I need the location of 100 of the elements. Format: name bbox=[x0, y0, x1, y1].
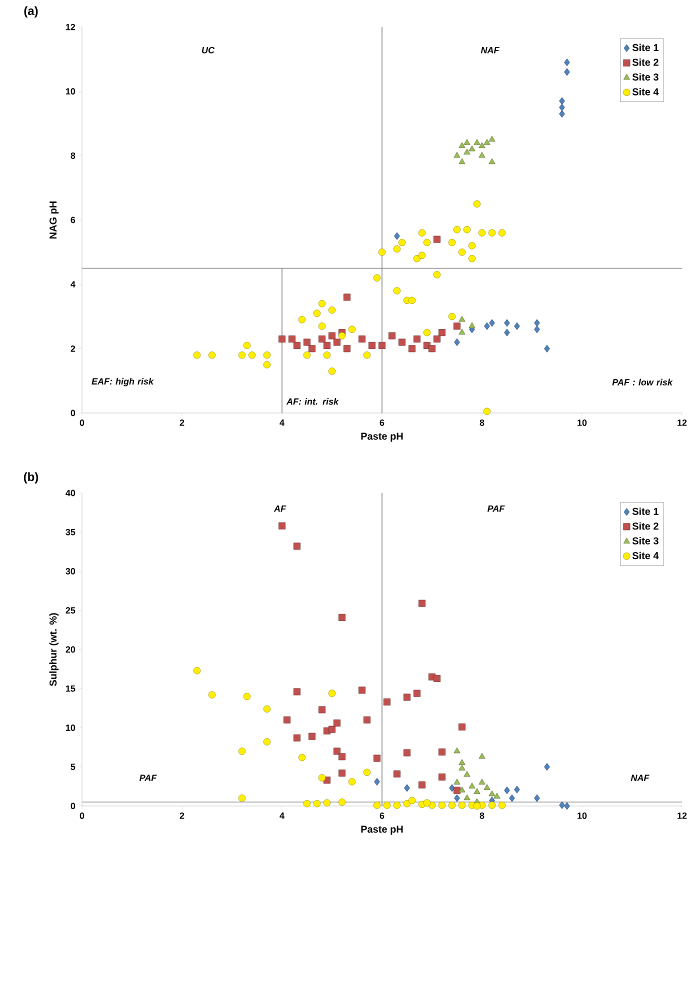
point bbox=[433, 336, 440, 343]
point bbox=[448, 312, 456, 320]
point bbox=[208, 691, 216, 698]
point bbox=[458, 759, 466, 765]
point bbox=[418, 252, 426, 259]
y-tick-label: 30 bbox=[66, 568, 76, 574]
x-axis-title: Paste pH bbox=[361, 432, 403, 442]
point bbox=[498, 802, 506, 809]
point bbox=[248, 351, 256, 359]
point bbox=[423, 328, 431, 336]
y-tick-label: 4 bbox=[70, 281, 76, 288]
point bbox=[293, 542, 300, 550]
point bbox=[428, 345, 436, 352]
chart-title: (b) bbox=[24, 472, 38, 484]
y-tick-label: 35 bbox=[66, 528, 76, 536]
point bbox=[293, 342, 300, 349]
point bbox=[193, 667, 201, 674]
annotation: AF: int. risk bbox=[286, 398, 339, 405]
y-tick-label: 40 bbox=[66, 490, 76, 496]
legend-label: Site 1 bbox=[632, 508, 659, 515]
point bbox=[438, 748, 446, 756]
point bbox=[398, 238, 406, 246]
legend-label: Site 3 bbox=[632, 537, 658, 544]
point bbox=[494, 792, 500, 799]
point bbox=[559, 104, 565, 112]
x-tick-label: 0 bbox=[80, 812, 84, 819]
point bbox=[263, 351, 271, 359]
point bbox=[373, 274, 381, 282]
point bbox=[464, 770, 470, 777]
point bbox=[484, 784, 490, 790]
point bbox=[478, 142, 486, 148]
point bbox=[393, 287, 401, 294]
legend-label: Site 3 bbox=[632, 73, 658, 81]
point bbox=[534, 326, 540, 334]
point bbox=[243, 692, 251, 700]
point bbox=[303, 800, 311, 808]
point bbox=[488, 229, 496, 236]
y-axis-title: Sulphur (wt. %) bbox=[49, 613, 59, 686]
point bbox=[323, 351, 331, 359]
point bbox=[333, 338, 340, 346]
point bbox=[534, 794, 540, 802]
point bbox=[308, 345, 316, 352]
y-tick-label: 6 bbox=[70, 216, 76, 224]
point bbox=[378, 248, 386, 256]
point bbox=[488, 158, 496, 164]
point bbox=[474, 138, 480, 145]
point bbox=[338, 753, 346, 760]
point bbox=[303, 351, 311, 359]
y-tick-label: 8 bbox=[70, 152, 76, 159]
point bbox=[338, 332, 346, 340]
point bbox=[393, 245, 401, 253]
point bbox=[453, 226, 461, 234]
point bbox=[504, 328, 510, 336]
point bbox=[343, 345, 350, 352]
point bbox=[238, 794, 246, 802]
point bbox=[403, 800, 411, 808]
legend-label: Site 4 bbox=[632, 88, 659, 96]
x-tick-label: 8 bbox=[480, 420, 484, 426]
point bbox=[413, 690, 420, 697]
annotation: EAF: high risk bbox=[92, 378, 154, 386]
y-tick-label: 10 bbox=[66, 724, 76, 731]
point bbox=[458, 764, 466, 770]
point bbox=[348, 778, 356, 786]
point bbox=[418, 600, 426, 607]
point bbox=[454, 778, 460, 785]
point bbox=[488, 136, 496, 142]
point bbox=[278, 522, 286, 530]
point bbox=[498, 229, 506, 236]
point bbox=[464, 148, 470, 154]
point bbox=[544, 763, 550, 771]
annotation: NAF bbox=[480, 47, 500, 54]
point bbox=[328, 690, 336, 697]
x-axis-title: Paste pH bbox=[361, 826, 403, 835]
point bbox=[468, 782, 476, 788]
point bbox=[458, 316, 466, 322]
point bbox=[313, 800, 321, 808]
point bbox=[454, 794, 460, 802]
x-tick-label: 8 bbox=[480, 812, 484, 819]
point bbox=[488, 790, 496, 796]
point bbox=[383, 802, 391, 809]
y-tick-label: 10 bbox=[66, 88, 76, 95]
point bbox=[328, 368, 336, 375]
point bbox=[403, 694, 410, 701]
point bbox=[304, 338, 310, 346]
point bbox=[438, 774, 446, 781]
point bbox=[559, 97, 565, 105]
point bbox=[488, 802, 496, 809]
point bbox=[318, 336, 326, 343]
point bbox=[484, 138, 490, 145]
point bbox=[373, 754, 380, 762]
point bbox=[453, 322, 460, 330]
point bbox=[208, 351, 216, 359]
point bbox=[433, 674, 440, 682]
point bbox=[318, 300, 326, 308]
point bbox=[478, 152, 486, 158]
point bbox=[193, 351, 201, 359]
point bbox=[423, 238, 431, 246]
x-tick-label: 10 bbox=[578, 420, 587, 426]
x-tick-label: 10 bbox=[578, 812, 587, 819]
point bbox=[514, 786, 520, 794]
